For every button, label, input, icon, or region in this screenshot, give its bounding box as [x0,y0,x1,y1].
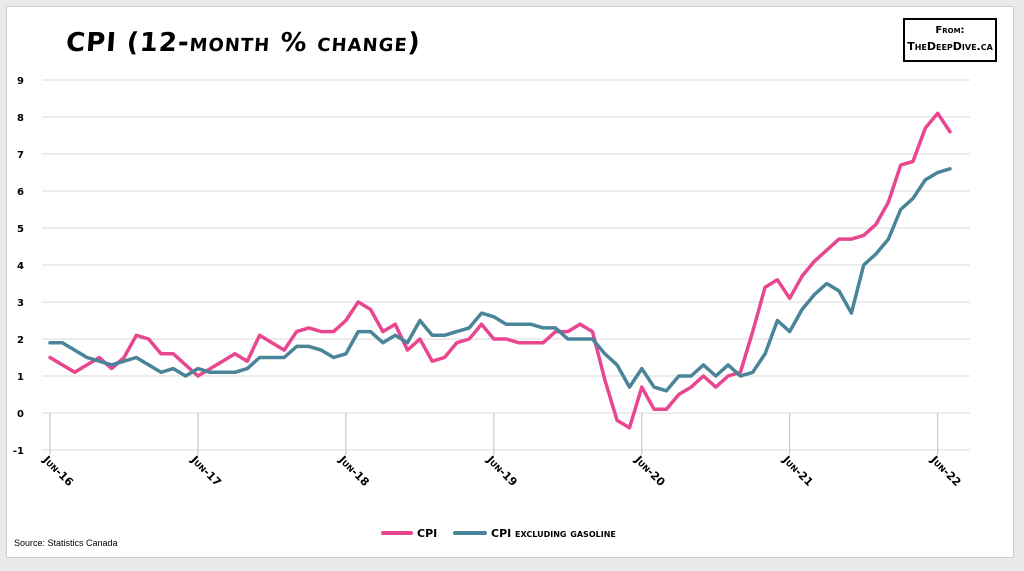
y-tick-label: 7 [17,150,24,161]
x-tick-label: Jun-19 [484,453,520,489]
y-tick-label: 6 [17,187,24,198]
badge-from-label: From: [935,25,965,36]
legend-label: CPI excluding gasoline [491,527,616,540]
legend: CPI CPI excluding gasoline [381,527,616,540]
y-tick-label: -1 [13,446,24,457]
x-tick-label: Jun-16 [40,453,76,489]
x-tick-label: Jun-18 [336,453,372,489]
y-tick-label: 2 [17,335,24,346]
legend-label: CPI [417,527,437,540]
x-tick-label: Jun-22 [927,453,963,489]
y-tick-label: 9 [17,76,24,87]
source-note: Source: Statistics Canada [14,538,118,548]
series-line-cpi-ex-gasoline [48,167,952,393]
x-tick-label: Jun-17 [188,453,224,489]
y-tick-label: 5 [17,224,24,235]
y-tick-label: 8 [17,113,24,124]
badge-site-label: TheDeepDive.ca [907,40,993,53]
y-tick-label: 4 [17,261,24,272]
y-tick-label: 3 [17,298,24,309]
y-axis-ticks: -1 0 1 2 3 4 5 6 7 8 9 [13,76,24,457]
x-axis-ticks: Jun-16 Jun-17 Jun-18 Jun-19 Jun-20 Jun-21 Jun-… [40,413,964,489]
x-tick-label: Jun-20 [631,453,667,489]
source-badge: From: TheDeepDive.ca [903,18,997,62]
x-tick-label: Jun-21 [779,453,815,489]
series-line-cpi [48,111,952,430]
chart-card [6,6,1014,558]
y-tick-label: 1 [17,372,24,383]
gridlines [42,79,970,451]
y-tick-label: 0 [17,409,24,420]
series-lines [48,111,952,430]
